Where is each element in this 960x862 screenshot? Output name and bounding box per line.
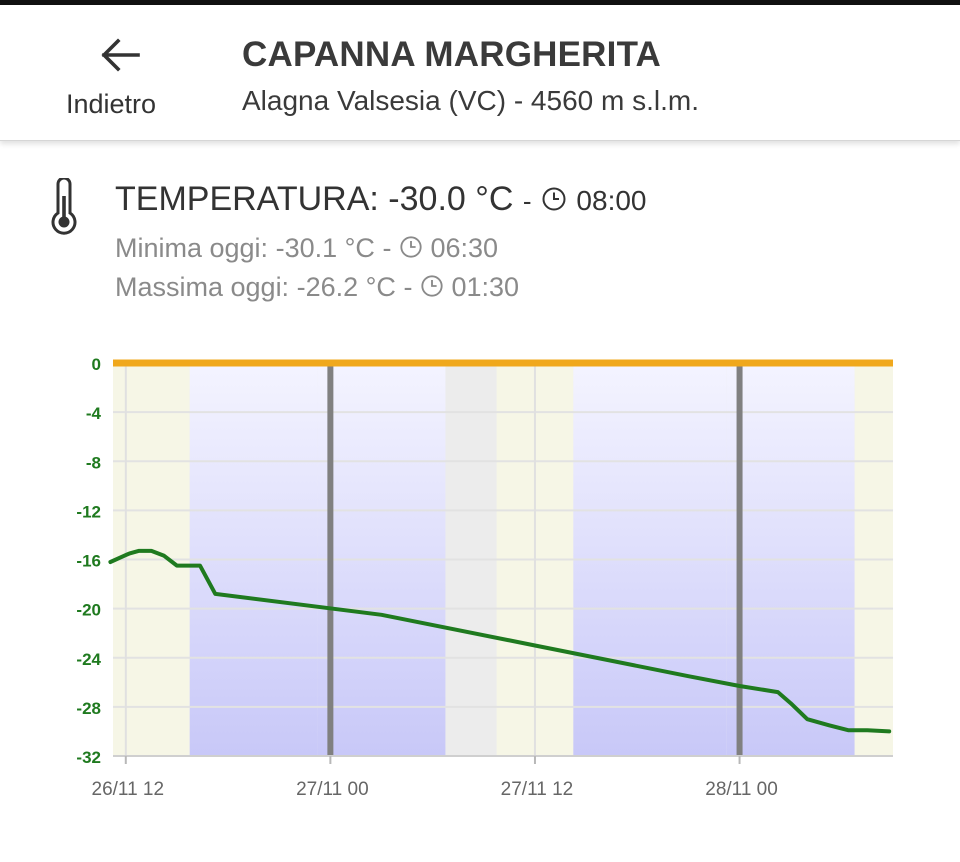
y-tick-label: -24	[76, 650, 101, 669]
temperature-label: TEMPERATURA:	[115, 180, 379, 218]
x-tick-label: 28/11 00	[705, 779, 778, 800]
max-time: 01:30	[451, 272, 520, 302]
x-tick-label: 27/11 12	[501, 779, 574, 800]
y-tick-label: -32	[76, 748, 101, 767]
y-tick-label: -20	[76, 601, 101, 620]
min-time: 06:30	[430, 233, 499, 263]
min-value: -30.1 °C	[275, 233, 375, 263]
back-label: Indietro	[66, 89, 157, 119]
x-tick-label: 26/11 12	[92, 779, 165, 800]
clock-icon	[421, 275, 443, 297]
max-label: Massima oggi:	[115, 272, 290, 302]
arrow-left-icon	[101, 38, 140, 72]
separator: -	[522, 186, 532, 216]
thermometer-icon	[51, 178, 77, 235]
back-button[interactable]: Indietro	[52, 27, 192, 137]
x-tick-label: 27/11 00	[296, 779, 369, 800]
clock-icon	[542, 187, 566, 211]
current-temperature: TEMPERATURA: -30.0 °C - 08:00	[115, 180, 647, 219]
separator: -	[403, 272, 413, 302]
app-header: Indietro CAPANNA MARGHERITA Alagna Valse…	[0, 5, 960, 141]
y-tick-label: 0	[92, 355, 101, 374]
clock-icon	[400, 236, 422, 258]
y-tick-label: -16	[76, 552, 101, 571]
page-subtitle: Alagna Valsesia (VC) - 4560 m s.l.m.	[242, 85, 699, 116]
temperature-chart[interactable]: 0 -4 -8 -12 -16 -20 -24 -28 -32 26/11 12 27/11 00 2…	[60, 340, 910, 820]
temperature-series-line	[108, 548, 892, 734]
max-value: -26.2 °C	[296, 272, 396, 302]
page-title: CAPANNA MARGHERITA	[242, 35, 662, 74]
min-label: Minima oggi:	[115, 233, 269, 263]
y-tick-label: -28	[76, 699, 101, 718]
separator: -	[382, 233, 392, 263]
temperature-value: -30.0 °C	[388, 180, 514, 218]
temperature-time: 08:00	[576, 185, 647, 216]
y-tick-label: -4	[86, 404, 102, 423]
max-temperature: Massima oggi: -26.2 °C - 01:30	[115, 272, 519, 303]
y-tick-label: -12	[76, 502, 101, 521]
status-bar	[0, 0, 960, 5]
min-temperature: Minima oggi: -30.1 °C - 06:30	[115, 233, 498, 264]
y-tick-label: -8	[86, 453, 101, 472]
